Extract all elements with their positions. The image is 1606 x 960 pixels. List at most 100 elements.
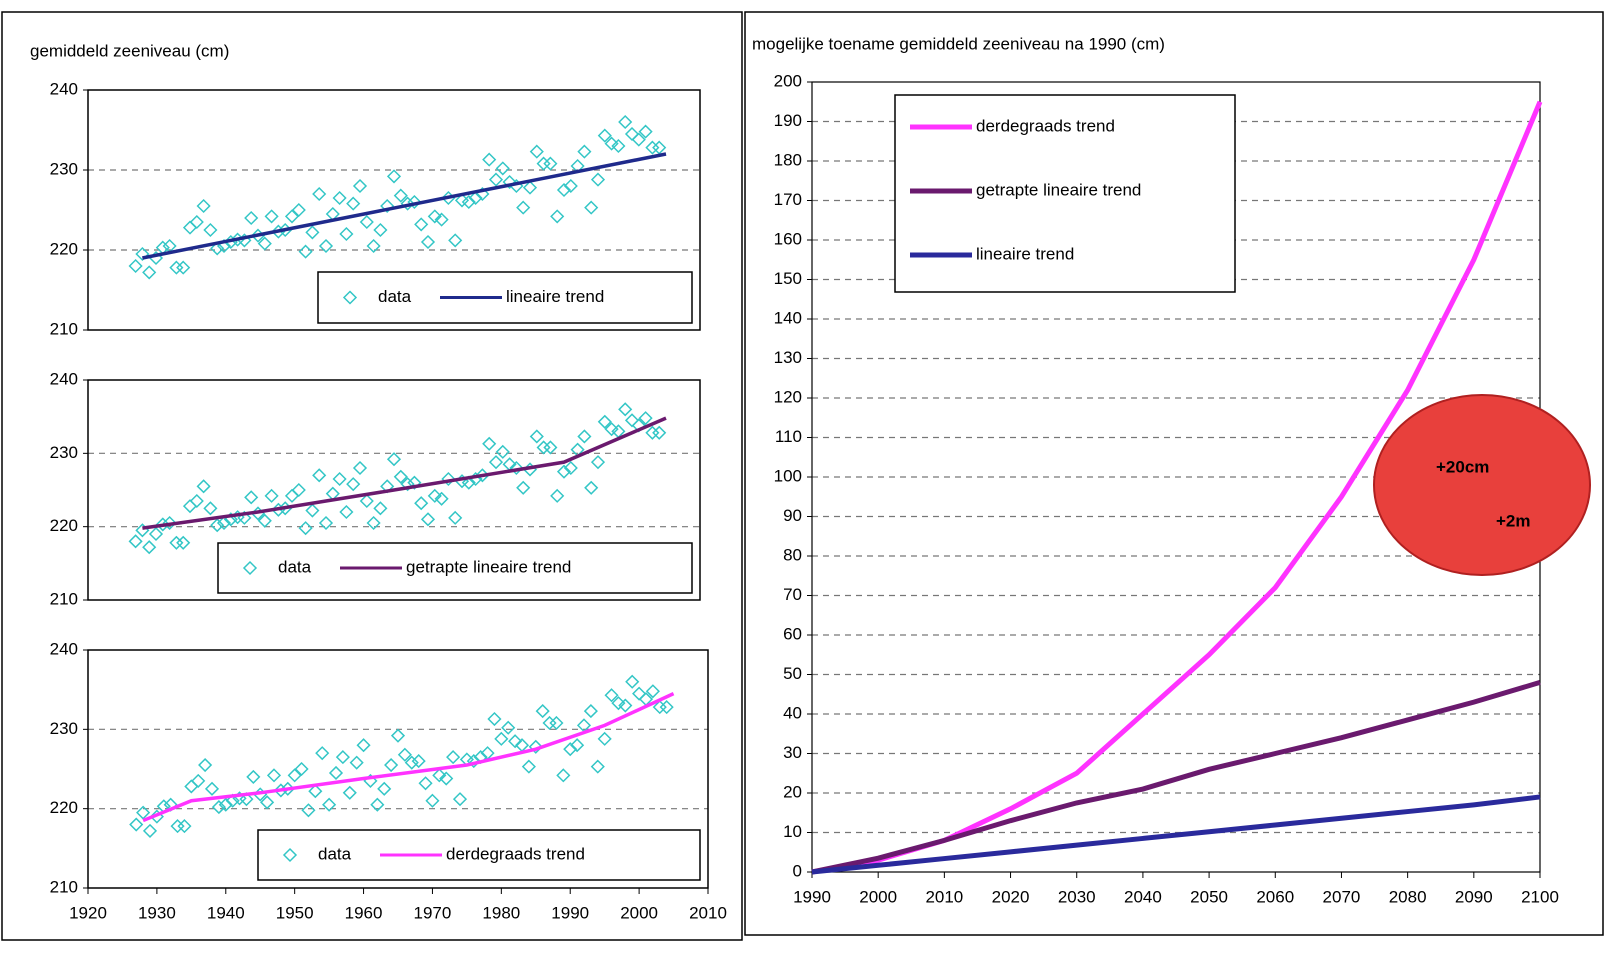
- x-tick-label: 2000: [859, 887, 897, 906]
- data-point: [439, 771, 454, 786]
- data-point: [352, 460, 368, 476]
- legend-label: data: [318, 844, 352, 863]
- data-point: [162, 515, 177, 531]
- x-tick-label: 1940: [207, 903, 245, 922]
- data-point: [418, 776, 433, 791]
- y-tick-label: 210: [50, 877, 78, 896]
- data-point: [645, 140, 660, 155]
- trend-line: [142, 416, 667, 530]
- data-point: [380, 198, 395, 214]
- data-point: [349, 755, 364, 770]
- y-tick-label: 130: [774, 348, 802, 367]
- data-point: [128, 534, 143, 549]
- data-point: [488, 172, 504, 187]
- data-point: [393, 469, 408, 484]
- data-point: [216, 515, 232, 531]
- x-tick-label: 2040: [1124, 887, 1162, 906]
- data-point: [452, 792, 468, 807]
- x-tick-label: 2090: [1455, 887, 1493, 906]
- data-point: [332, 190, 347, 206]
- data-point: [312, 186, 327, 202]
- data-point: [128, 258, 143, 274]
- data-point: [631, 132, 646, 147]
- data-point: [624, 126, 640, 142]
- data-point: [328, 765, 344, 781]
- data-point: [597, 731, 612, 746]
- data-point: [482, 152, 497, 167]
- data-point: [427, 488, 442, 503]
- x-tick-label: 1990: [793, 887, 831, 906]
- y-tick-label: 180: [774, 150, 802, 169]
- data-point: [170, 819, 185, 834]
- data-point: [291, 482, 306, 498]
- data-point: [434, 212, 449, 227]
- data-point: [611, 138, 626, 154]
- annotation: +2m: [1496, 511, 1531, 530]
- data-point: [169, 535, 184, 550]
- data-point: [543, 156, 558, 171]
- data-point: [400, 196, 415, 211]
- data-point: [335, 750, 350, 765]
- x-tick-label: 2080: [1389, 887, 1427, 906]
- data-point: [339, 226, 354, 242]
- x-tick-label: 1970: [414, 903, 452, 922]
- data-point: [604, 688, 619, 703]
- data-point: [556, 768, 571, 783]
- x-tick-label: 2020: [992, 887, 1030, 906]
- data-point: [535, 704, 550, 719]
- data-point: [218, 797, 233, 812]
- data-point: [182, 499, 198, 514]
- y-tick-label: 20: [783, 782, 802, 801]
- data-point: [502, 174, 517, 190]
- legend-label: getrapte lineaire trend: [406, 557, 571, 576]
- data-point: [494, 731, 509, 746]
- data-point: [346, 477, 361, 492]
- data-point: [563, 460, 578, 476]
- data-point: [577, 144, 592, 159]
- y-tick-label: 220: [50, 239, 78, 258]
- data-point: [264, 209, 279, 224]
- data-point: [291, 202, 306, 218]
- data-point: [136, 805, 151, 820]
- x-tick-label: 2060: [1256, 887, 1294, 906]
- data-point: [287, 768, 302, 783]
- x-tick-label: 1950: [276, 903, 314, 922]
- x-tick-label: 2050: [1190, 887, 1228, 906]
- data-point: [411, 754, 426, 769]
- data-point: [590, 759, 605, 774]
- data-point: [522, 180, 538, 195]
- y-tick-label: 30: [783, 743, 802, 762]
- legend-label: lineaire trend: [976, 244, 1074, 263]
- data-point: [210, 518, 225, 533]
- data-point: [542, 715, 557, 731]
- data-point: [461, 194, 476, 210]
- data-point: [155, 517, 170, 532]
- data-point: [624, 413, 640, 428]
- data-point: [583, 704, 598, 719]
- y-tick-label: 240: [50, 369, 78, 388]
- x-tick-label: 1930: [138, 903, 176, 922]
- data-point: [129, 817, 144, 832]
- data-point: [393, 188, 408, 203]
- data-point: [244, 210, 259, 226]
- y-tick-label: 50: [783, 664, 802, 683]
- data-point: [135, 246, 150, 262]
- y-tick-label: 230: [50, 443, 78, 462]
- trend-line: [811, 680, 1541, 875]
- data-point: [352, 178, 368, 194]
- x-tick-label: 1990: [551, 903, 589, 922]
- y-tick-label: 190: [774, 111, 802, 130]
- data-point: [198, 757, 213, 773]
- data-point: [257, 513, 272, 528]
- data-point: [356, 738, 371, 753]
- data-point: [618, 114, 633, 130]
- data-point: [264, 488, 279, 503]
- data-point: [359, 493, 374, 509]
- data-point: [528, 739, 543, 754]
- data-point: [191, 773, 206, 788]
- data-point: [495, 161, 510, 176]
- legend-label: data: [278, 557, 312, 576]
- y-tick-label: 240: [50, 79, 78, 98]
- data-point: [584, 200, 599, 215]
